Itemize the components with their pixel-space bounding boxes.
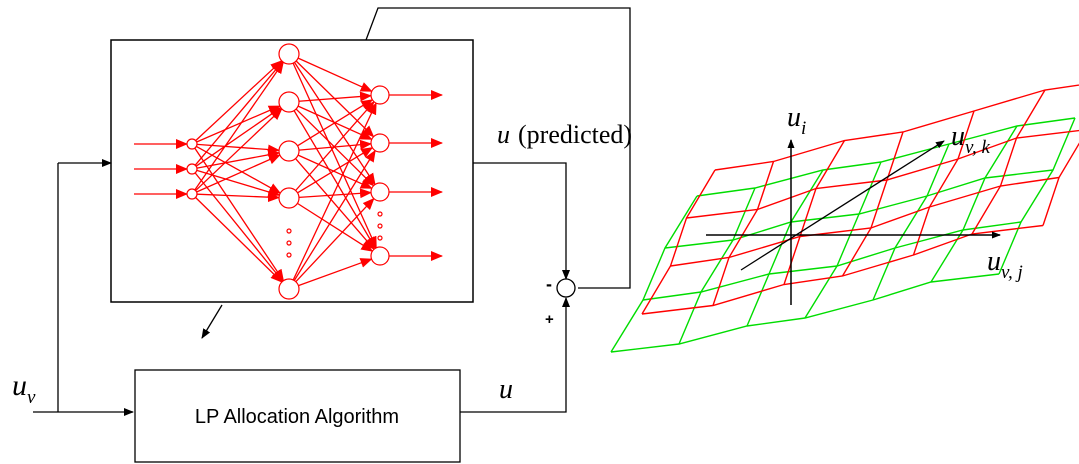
- lp-allocation-label: LP Allocation Algorithm: [195, 406, 399, 428]
- neural-network-graph: [134, 43, 443, 300]
- hidden-ellipsis: [286, 228, 292, 258]
- surface-mesh-red: [783, 140, 846, 285]
- output-node: [370, 246, 390, 266]
- input-hidden-connection: [196, 192, 281, 203]
- minus-sign: -: [546, 274, 552, 294]
- hidden-output-connection: [293, 110, 376, 250]
- surface-mesh-green: [610, 273, 1000, 353]
- u-predicted-label: u (predicted): [497, 120, 632, 149]
- hidden-output-connection: [292, 102, 377, 281]
- u-v-label: uv: [12, 369, 36, 408]
- hidden-output-connection: [292, 62, 377, 249]
- hidden-output-connection: [297, 202, 374, 252]
- surface-mesh-green: [678, 187, 756, 345]
- feedback-line: [365, 7, 631, 289]
- hidden-node: [278, 91, 300, 113]
- surface-mesh-red: [641, 224, 1044, 315]
- hidden-output-connection: [297, 99, 374, 147]
- hidden-output-connection: [298, 258, 373, 287]
- u-vj-axis-label: uv, j: [987, 246, 1023, 283]
- surface-mesh-green: [642, 221, 1022, 301]
- lp-output-line: [460, 297, 570, 413]
- surface-mesh-green: [872, 143, 950, 301]
- u-vk-axis-label: uv, k: [951, 121, 991, 158]
- output-ellipsis: [377, 211, 383, 241]
- hidden-node: [278, 278, 300, 300]
- input-hidden-connection: [195, 108, 283, 192]
- hidden-output-connection: [295, 100, 375, 191]
- input-hidden-connection: [194, 61, 284, 191]
- hidden-node: [278, 187, 300, 209]
- neural-network-box: [110, 39, 474, 303]
- input-hidden-connection: [196, 169, 281, 197]
- hidden-node: [278, 140, 300, 162]
- input-hidden-connection: [196, 149, 281, 169]
- surface-mesh-red: [712, 161, 775, 306]
- output-node: [370, 133, 390, 153]
- surface-mesh-green: [998, 117, 1076, 275]
- hidden-output-connection: [298, 139, 373, 151]
- hidden-output-connection: [295, 158, 375, 250]
- hidden-node: [278, 43, 300, 65]
- hidden-output-connection: [298, 188, 373, 199]
- summing-junction: [556, 278, 576, 298]
- surface-mesh-red: [641, 169, 716, 315]
- input-hidden-connection: [195, 60, 283, 142]
- surface-mesh-red: [971, 89, 1046, 235]
- surface-mesh-red: [841, 131, 904, 277]
- input-hidden-connection: [194, 60, 284, 166]
- output-node: [370, 85, 390, 105]
- u-i-axis-label: ui: [787, 102, 806, 139]
- surface-plot: [610, 84, 1079, 353]
- u-vk-axis: [740, 140, 945, 271]
- surface-mesh-red: [912, 110, 975, 256]
- output-node: [370, 182, 390, 202]
- input-hidden-connection: [194, 147, 284, 282]
- hidden-output-connection: [297, 154, 373, 189]
- input-hidden-connection: [196, 154, 281, 193]
- hidden-output-connection: [295, 197, 375, 283]
- hidden-output-connection: [297, 147, 374, 194]
- surface-mesh-green: [664, 169, 1054, 249]
- predicted-line: [473, 162, 570, 280]
- input-node: [186, 188, 198, 200]
- hidden-output-connection: [293, 149, 376, 281]
- input-node: [186, 163, 198, 175]
- surface-mesh-red: [1042, 142, 1079, 226]
- input-hidden-connection: [195, 107, 282, 167]
- surface-mesh-green: [610, 195, 698, 353]
- u-output-label: u: [499, 374, 513, 405]
- hidden-output-connection: [297, 57, 373, 92]
- training-arrow: [201, 304, 223, 339]
- lp-allocation-box: [134, 369, 461, 463]
- input-hidden-connection: [194, 172, 284, 283]
- input-hidden-connection: [196, 143, 281, 155]
- surface-mesh-green: [746, 169, 824, 327]
- input-node: [186, 138, 198, 150]
- input-hidden-connection: [196, 105, 281, 143]
- surface-mesh-green: [930, 125, 1018, 283]
- input-hidden-connection: [195, 197, 283, 283]
- plus-sign: +: [545, 311, 554, 328]
- input-hidden-connection: [196, 145, 282, 194]
- hidden-output-connection: [298, 91, 373, 102]
